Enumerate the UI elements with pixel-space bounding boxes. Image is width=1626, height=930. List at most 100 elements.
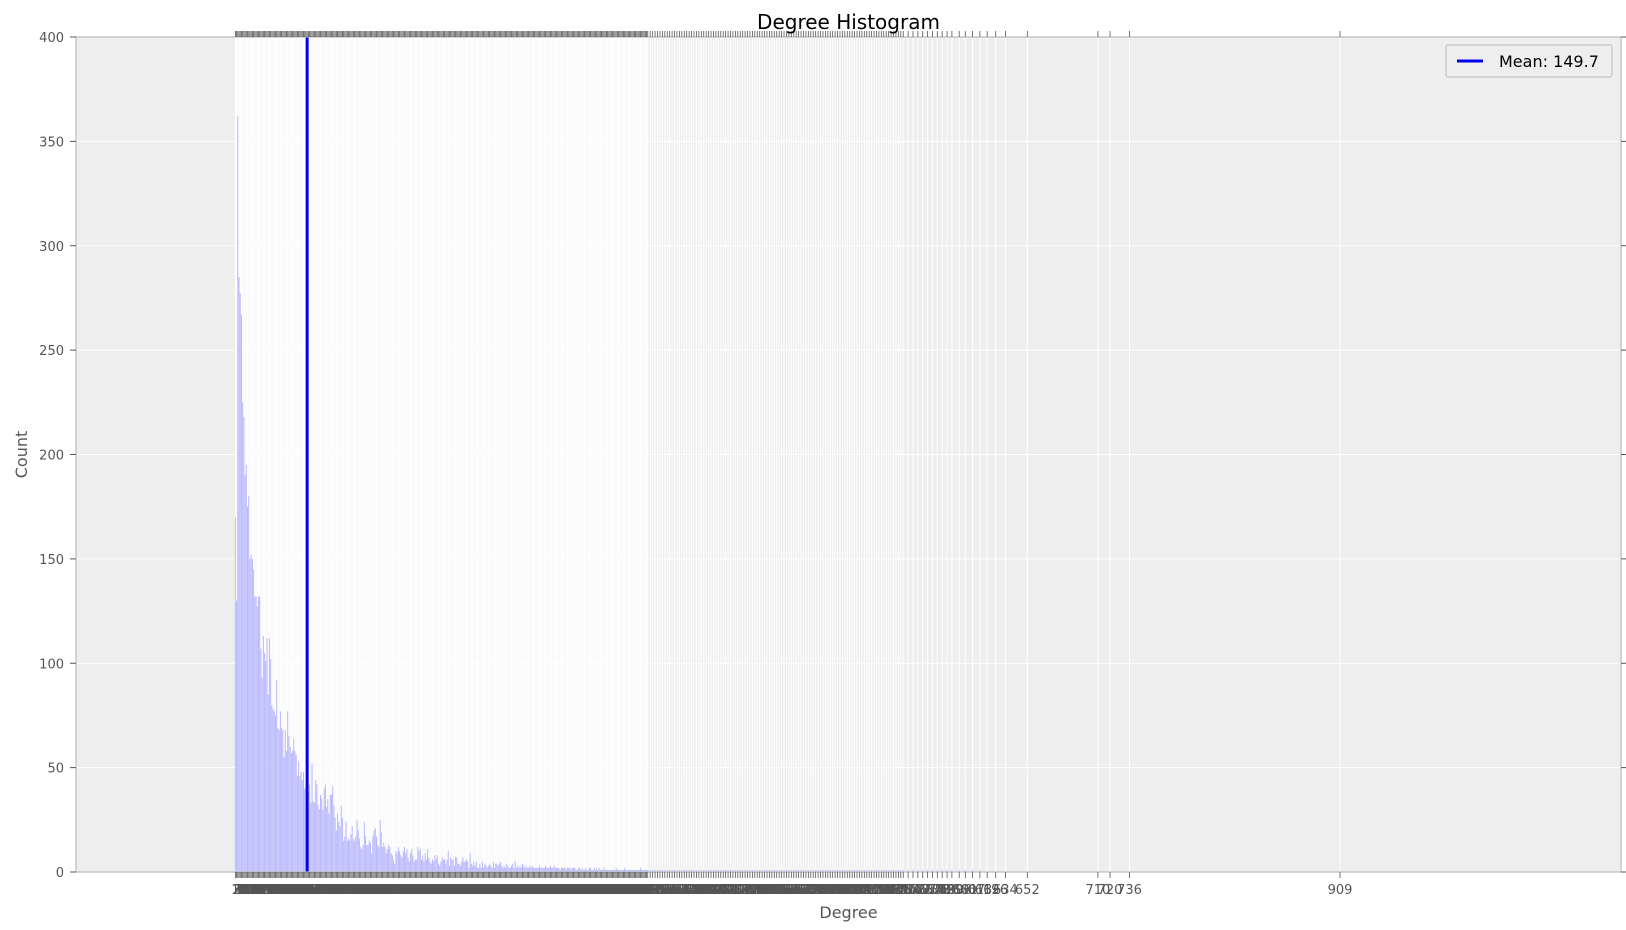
- x-tick-label: 204: [470, 883, 495, 898]
- x-tick-label: 315: [605, 883, 630, 898]
- histogram-bar: [375, 836, 377, 872]
- x-tick-label: 346: [643, 883, 668, 898]
- histogram-bar: [293, 738, 295, 872]
- histogram-bar: [749, 869, 751, 872]
- x-tick-label: 554: [896, 883, 921, 898]
- x-tick-label: 311: [600, 883, 625, 898]
- histogram-bar: [463, 861, 465, 872]
- x-tick-label: 295: [581, 883, 606, 898]
- histogram-bar: [433, 861, 435, 872]
- x-tick-label: 225: [495, 883, 520, 898]
- histogram-bar: [631, 869, 633, 872]
- x-tick-label: 245: [520, 883, 545, 898]
- x-tick-label: 267: [547, 883, 572, 898]
- histogram-bar: [518, 867, 520, 872]
- x-tick-label: 40: [275, 883, 292, 898]
- histogram-bar: [517, 865, 519, 872]
- histogram-bar: [776, 869, 778, 872]
- histogram-bar: [329, 794, 331, 872]
- histogram-bar: [327, 798, 329, 872]
- histogram-bar: [322, 809, 324, 872]
- histogram-bar: [341, 817, 343, 872]
- x-tick-label: 338: [633, 883, 658, 898]
- histogram-bar: [383, 842, 385, 872]
- x-tick-label: 80: [323, 883, 340, 898]
- histogram-bar: [642, 869, 644, 872]
- x-tick-label: 259: [537, 883, 562, 898]
- x-tick-label: 103: [347, 883, 372, 898]
- histogram-bar: [447, 851, 449, 872]
- histogram-bar: [530, 867, 532, 872]
- x-tick-label: 558: [901, 883, 926, 898]
- histogram-bar: [602, 869, 604, 872]
- histogram-bar: [497, 865, 499, 872]
- x-tick-label: 323: [615, 883, 640, 898]
- x-tick-label: 466: [789, 883, 814, 898]
- x-tick-label: 65: [305, 883, 322, 898]
- histogram-bar: [552, 867, 554, 872]
- histogram-bar: [394, 863, 396, 872]
- histogram-bar: [885, 869, 887, 872]
- histogram-bar: [584, 869, 585, 872]
- histogram-bar: [528, 867, 530, 872]
- x-tick-label: 205: [471, 883, 496, 898]
- x-tick-label: 44: [279, 883, 296, 898]
- histogram-bar: [289, 746, 291, 872]
- x-tick-label: 270: [550, 883, 575, 898]
- histogram-bar: [754, 869, 756, 872]
- x-tick-label: 254: [531, 883, 556, 898]
- histogram-bar: [483, 867, 485, 872]
- x-tick-label: 197: [461, 883, 486, 898]
- x-tick-label: 148: [402, 883, 427, 898]
- histogram-bar: [951, 869, 953, 872]
- histogram-bar: [237, 116, 239, 872]
- x-tick-label: 474: [798, 883, 823, 898]
- x-tick-label: 105: [349, 883, 374, 898]
- x-tick-label: 348: [645, 883, 670, 898]
- histogram-bar: [641, 869, 643, 872]
- histogram-bar: [536, 867, 538, 872]
- histogram-bar: [405, 853, 407, 872]
- x-ticks: 1234567891011121314151617181920212223242…: [231, 31, 1352, 898]
- histogram-bar: [385, 853, 387, 872]
- histogram-bar: [396, 853, 398, 872]
- histogram-bar: [265, 661, 267, 872]
- x-tick-label: 76: [318, 883, 335, 898]
- histogram-bar: [300, 771, 302, 872]
- x-tick-label: 710: [1085, 883, 1110, 898]
- x-tick-label: 247: [522, 883, 547, 898]
- histogram-bar: [470, 863, 472, 872]
- x-tick-label: 186: [448, 883, 473, 898]
- histogram-bar: [861, 869, 863, 872]
- histogram-bar: [451, 859, 453, 872]
- x-tick-label: 61: [300, 883, 317, 898]
- x-tick-label: 305: [593, 883, 618, 898]
- x-tick-label: 38: [272, 883, 289, 898]
- x-tick-label: 283: [566, 883, 591, 898]
- histogram-bar: [368, 840, 370, 872]
- x-tick-label: 261: [539, 883, 564, 898]
- histogram-bar: [610, 869, 612, 872]
- x-tick-label: 180: [441, 883, 466, 898]
- x-tick-label: 178: [438, 883, 463, 898]
- histogram-bar: [619, 869, 621, 872]
- histogram-bar: [890, 869, 892, 872]
- x-tick-label: 95: [341, 883, 358, 898]
- histogram-bar: [239, 293, 241, 872]
- histogram-bar: [810, 869, 812, 872]
- x-tick-label: 91: [337, 883, 354, 898]
- histogram-bar: [492, 861, 494, 872]
- x-tick-label: 11: [239, 883, 256, 898]
- histogram-bar: [421, 859, 422, 872]
- legend: Mean: 149.7: [1445, 44, 1613, 78]
- histogram-bar: [592, 869, 594, 872]
- x-tick-label: 181: [442, 883, 467, 898]
- histogram-bar: [402, 851, 404, 872]
- histogram-bar: [374, 828, 376, 872]
- x-tick-label: 227: [498, 883, 523, 898]
- x-tick-label: 129: [379, 883, 404, 898]
- x-tick-label: 107: [352, 883, 377, 898]
- x-tick-label: 278: [560, 883, 585, 898]
- histogram-bar: [423, 861, 425, 872]
- histogram-bar: [389, 846, 391, 872]
